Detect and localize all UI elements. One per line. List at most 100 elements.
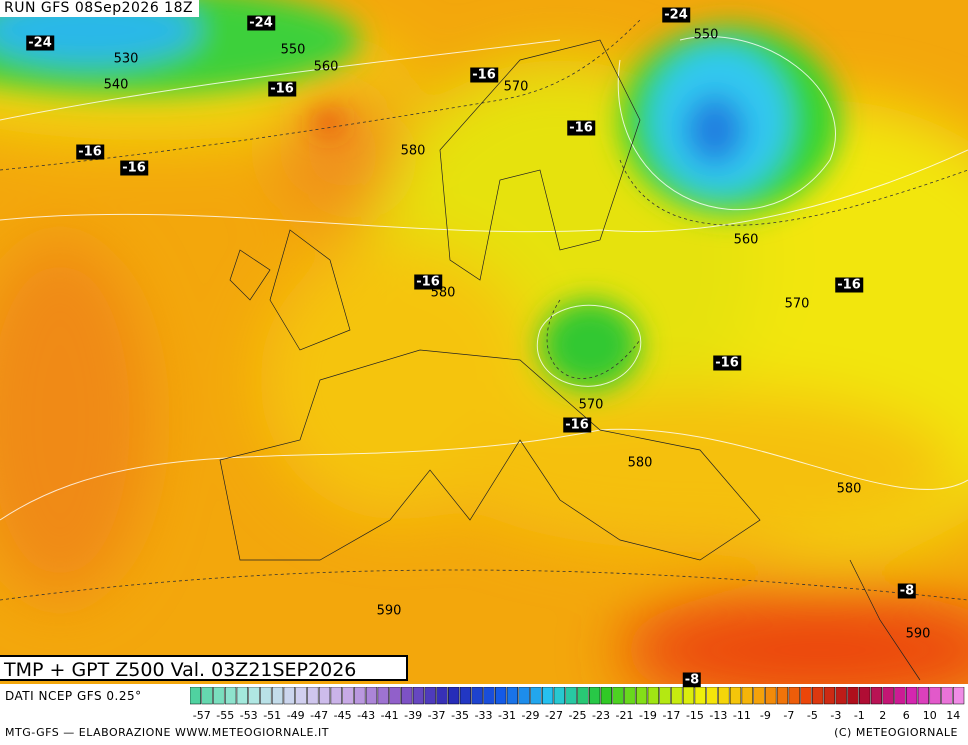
contour-label: 580 (400, 143, 426, 159)
contour-label: -24 (662, 7, 690, 23)
source: DATI NCEP GFS 0.25° (5, 689, 142, 703)
color-swatch (201, 687, 213, 705)
color-swatch (365, 687, 378, 705)
scale-label: -13 (709, 709, 727, 722)
color-swatch (776, 687, 789, 705)
contour-label: 550 (280, 42, 306, 58)
scale-label: -57 (193, 709, 211, 722)
color-swatch (917, 687, 930, 705)
color-swatch (870, 687, 883, 705)
color-swatch (765, 687, 777, 705)
contour-label: 580 (836, 481, 862, 497)
color-swatch (190, 687, 201, 705)
scale-label: 6 (903, 709, 910, 722)
contour-label: -16 (470, 67, 498, 83)
color-swatch (283, 687, 295, 705)
color-swatch (647, 687, 659, 705)
color-swatch (753, 687, 765, 705)
color-swatch (929, 687, 941, 705)
color-swatch (506, 687, 519, 705)
contour-label: 570 (503, 79, 529, 95)
color-scale: -57 -55 -53 -51 -49 -47 -45 -43 -41 -39 -37 -35 -33-… (190, 687, 965, 722)
color-swatch (471, 687, 483, 705)
scale-label: -55 (216, 709, 234, 722)
contour-label: -8 (897, 583, 917, 599)
color-swatch (459, 687, 472, 705)
scale-label: -15 (686, 709, 704, 722)
color-swatch (588, 687, 601, 705)
contour-label: 590 (905, 626, 931, 642)
color-swatch (377, 687, 389, 705)
scale-label: -5 (807, 709, 818, 722)
scale-label: -39 (404, 709, 422, 722)
map-title: TMP + GPT Z500 Val. 03Z21SEP2026 (0, 655, 408, 681)
color-swatch (483, 687, 495, 705)
color-swatch (553, 687, 566, 705)
color-swatch (894, 687, 906, 705)
color-swatch (518, 687, 530, 705)
color-swatch (624, 687, 636, 705)
color-swatch (941, 687, 953, 705)
color-swatch (448, 687, 460, 705)
color-swatch (741, 687, 753, 705)
scale-label: 2 (879, 709, 886, 722)
scale-label: -27 (545, 709, 563, 722)
scale-label: -31 (498, 709, 516, 722)
scale-label: -19 (639, 709, 657, 722)
color-swatch (729, 687, 742, 705)
scale-label: -43 (357, 709, 375, 722)
scale-label: 10 (923, 709, 937, 722)
color-swatch (530, 687, 542, 705)
color-swatch (635, 687, 648, 705)
contour-label: -8 (682, 672, 702, 688)
map (0, 0, 968, 684)
color-swatch (706, 687, 718, 705)
color-swatch (718, 687, 730, 705)
color-swatch (224, 687, 237, 705)
color-swatch (953, 687, 965, 705)
color-swatch (859, 687, 871, 705)
contour-label: 580 (430, 285, 456, 301)
scale-label: -21 (615, 709, 633, 722)
scale-label: -45 (334, 709, 352, 722)
contour-label: -16 (713, 355, 741, 371)
color-swatch (271, 687, 284, 705)
scale-label: -9 (760, 709, 771, 722)
contour-label: 570 (578, 397, 604, 413)
color-swatch (495, 687, 507, 705)
scale-label: -33 (475, 709, 493, 722)
color-swatch (847, 687, 859, 705)
color-swatch (906, 687, 918, 705)
scale-label: -7 (783, 709, 794, 722)
scale-label: -37 (428, 709, 446, 722)
color-swatch (788, 687, 800, 705)
scale-label: -29 (522, 709, 540, 722)
color-swatch (800, 687, 812, 705)
color-swatch (330, 687, 342, 705)
footer-left: MTG-GFS — ELABORAZIONE WWW.METEOGIORNALE… (5, 726, 329, 739)
color-swatch (812, 687, 824, 705)
contour-label: 550 (693, 27, 719, 43)
color-swatch (542, 687, 554, 705)
footer-right: (C) METEOGIORNALE (834, 726, 958, 739)
contour-label: -16 (835, 277, 863, 293)
color-swatch (318, 687, 331, 705)
color-swatch (835, 687, 847, 705)
scale-label: -51 (263, 709, 281, 722)
contour-label: -16 (76, 144, 104, 160)
color-swatch (248, 687, 260, 705)
contour-label: 570 (784, 296, 810, 312)
color-swatch (236, 687, 248, 705)
contour-label: -16 (563, 417, 591, 433)
scale-label: -49 (287, 709, 305, 722)
scale-label: -25 (569, 709, 587, 722)
color-swatch (577, 687, 589, 705)
contour-label: -16 (268, 81, 296, 97)
scale-label: -1 (854, 709, 865, 722)
scale-label: -23 (592, 709, 610, 722)
contour-label: 540 (103, 77, 129, 93)
contour-label: 590 (376, 603, 402, 619)
scale-label: -47 (310, 709, 328, 722)
color-swatch (882, 687, 894, 705)
color-swatch (612, 687, 624, 705)
